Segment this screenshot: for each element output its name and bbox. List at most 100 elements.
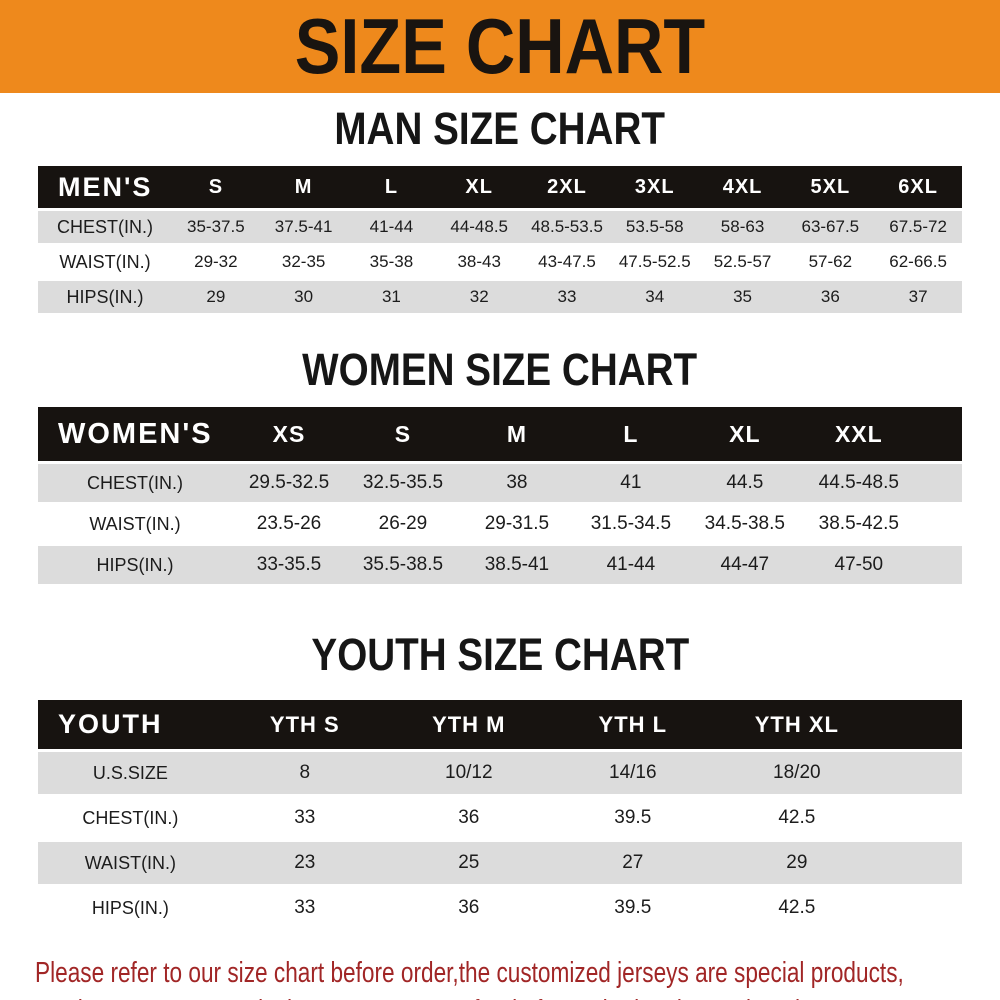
women-section-title-text: WOMEN SIZE CHART <box>302 344 698 395</box>
size-value-cell: 34 <box>610 281 699 313</box>
size-value-cell: 58-63 <box>698 211 787 243</box>
youth-section-title-text: YOUTH SIZE CHART <box>311 629 689 680</box>
measurement-label: CHEST(IN.) <box>38 797 223 839</box>
size-value-cell: 29.5-32.5 <box>232 464 346 502</box>
size-column-header: XS <box>232 407 346 461</box>
size-value-cell: 38-43 <box>435 246 524 278</box>
size-column-header: XL <box>435 166 524 208</box>
size-value-cell: 31 <box>347 281 436 313</box>
order-disclaimer-note: Please refer to our size chart before or… <box>35 954 1000 1000</box>
size-column-header: YTH S <box>222 700 387 749</box>
size-value-cell: 18/20 <box>714 752 879 794</box>
table-row: HIPS(IN.) 33-35.5 35.5-38.5 38.5-41 41-44 44-… <box>38 546 962 584</box>
row-spacer <box>915 546 962 584</box>
header-spacer <box>878 700 962 749</box>
row-spacer <box>915 505 962 543</box>
size-value-cell: 41-44 <box>573 546 688 584</box>
table-header-label: YOUTH <box>38 700 223 749</box>
size-value-cell: 44.5 <box>687 464 802 502</box>
measurement-label: CHEST(IN.) <box>38 211 172 243</box>
row-spacer <box>878 797 962 839</box>
table-row: HIPS(IN.) 29 30 31 32 33 34 35 36 37 <box>38 281 962 313</box>
size-value-cell: 52.5-57 <box>698 246 787 278</box>
size-column-header: YTH L <box>550 700 715 749</box>
size-value-cell: 36 <box>386 797 551 839</box>
size-value-cell: 57-62 <box>786 246 875 278</box>
size-value-cell: 33 <box>222 887 387 929</box>
size-value-cell: 39.5 <box>550 887 715 929</box>
size-value-cell: 26-29 <box>345 505 460 543</box>
size-value-cell: 33-35.5 <box>232 546 346 584</box>
size-value-cell: 44-47 <box>687 546 802 584</box>
size-value-cell: 35-38 <box>347 246 436 278</box>
size-column-header: 3XL <box>610 166 699 208</box>
measurement-label: WAIST(IN.) <box>38 842 223 884</box>
size-value-cell: 36 <box>386 887 551 929</box>
size-value-cell: 37.5-41 <box>259 211 348 243</box>
size-column-header: XL <box>687 407 802 461</box>
size-column-header: 6XL <box>874 166 962 208</box>
size-value-cell: 27 <box>550 842 715 884</box>
size-column-header: L <box>573 407 688 461</box>
size-column-header: L <box>347 166 436 208</box>
measurement-label: U.S.SIZE <box>38 752 223 794</box>
size-value-cell: 39.5 <box>550 797 715 839</box>
row-spacer <box>878 752 962 794</box>
banner-title: SIZE CHART <box>294 3 706 90</box>
size-value-cell: 47.5-52.5 <box>610 246 699 278</box>
size-value-cell: 10/12 <box>386 752 551 794</box>
measurement-label: CHEST(IN.) <box>38 464 233 502</box>
men-size-table: MEN'S S M L XL 2XL 3XL 4XL 5XL 6XL CHEST(IN.) 35-37… <box>38 163 962 316</box>
table-row: WAIST(IN.) 23 25 27 29 <box>38 842 962 884</box>
size-column-header: S <box>345 407 460 461</box>
size-value-cell: 36 <box>786 281 875 313</box>
measurement-label: WAIST(IN.) <box>38 505 233 543</box>
size-column-header: 5XL <box>786 166 875 208</box>
size-value-cell: 8 <box>222 752 387 794</box>
size-value-cell: 42.5 <box>714 797 879 839</box>
size-value-cell: 41 <box>573 464 688 502</box>
size-chart-banner: SIZE CHART <box>0 0 1000 93</box>
size-value-cell: 42.5 <box>714 887 879 929</box>
table-row: HIPS(IN.) 33 36 39.5 42.5 <box>38 887 962 929</box>
disclaimer-line-1: Please refer to our size chart before or… <box>35 957 904 989</box>
table-row: U.S.SIZE 8 10/12 14/16 18/20 <box>38 752 962 794</box>
size-value-cell: 62-66.5 <box>874 246 962 278</box>
size-value-cell: 29 <box>714 842 879 884</box>
measurement-label: HIPS(IN.) <box>38 887 223 929</box>
size-value-cell: 33 <box>523 281 611 313</box>
size-value-cell: 25 <box>386 842 551 884</box>
size-value-cell: 47-50 <box>801 546 916 584</box>
size-value-cell: 30 <box>259 281 348 313</box>
size-value-cell: 35.5-38.5 <box>345 546 460 584</box>
size-column-header: M <box>459 407 574 461</box>
table-header-row: YOUTH YTH S YTH M YTH L YTH XL <box>38 700 962 749</box>
size-value-cell: 31.5-34.5 <box>573 505 688 543</box>
measurement-label: WAIST(IN.) <box>38 246 172 278</box>
size-value-cell: 23.5-26 <box>232 505 346 543</box>
size-column-header: YTH M <box>386 700 551 749</box>
youth-section-title: YOUTH SIZE CHART <box>0 629 1000 680</box>
size-value-cell: 37 <box>874 281 962 313</box>
table-header-row: MEN'S S M L XL 2XL 3XL 4XL 5XL 6XL <box>38 166 962 208</box>
size-value-cell: 44.5-48.5 <box>801 464 916 502</box>
size-value-cell: 32 <box>435 281 524 313</box>
size-value-cell: 63-67.5 <box>786 211 875 243</box>
table-row: WAIST(IN.) 23.5-26 26-29 29-31.5 31.5-34.5 34… <box>38 505 962 543</box>
measurement-label: HIPS(IN.) <box>38 546 233 584</box>
size-value-cell: 35 <box>698 281 787 313</box>
row-spacer <box>878 887 962 929</box>
table-row: WAIST(IN.) 29-32 32-35 35-38 38-43 43-47.5 47.… <box>38 246 962 278</box>
disclaimer-line-2: we don't accept cancel, change, teturn o… <box>35 992 806 1000</box>
size-value-cell: 41-44 <box>347 211 436 243</box>
table-row: CHEST(IN.) 33 36 39.5 42.5 <box>38 797 962 839</box>
table-header-label: MEN'S <box>38 166 172 208</box>
header-spacer <box>915 407 962 461</box>
table-row: CHEST(IN.) 35-37.5 37.5-41 41-44 44-48.5 48.5… <box>38 211 962 243</box>
size-column-header: 4XL <box>698 166 787 208</box>
table-header-row: WOMEN'S XS S M L XL XXL <box>38 407 962 461</box>
size-column-header: S <box>171 166 260 208</box>
measurement-label: HIPS(IN.) <box>38 281 172 313</box>
size-value-cell: 14/16 <box>550 752 715 794</box>
size-value-cell: 38 <box>459 464 574 502</box>
